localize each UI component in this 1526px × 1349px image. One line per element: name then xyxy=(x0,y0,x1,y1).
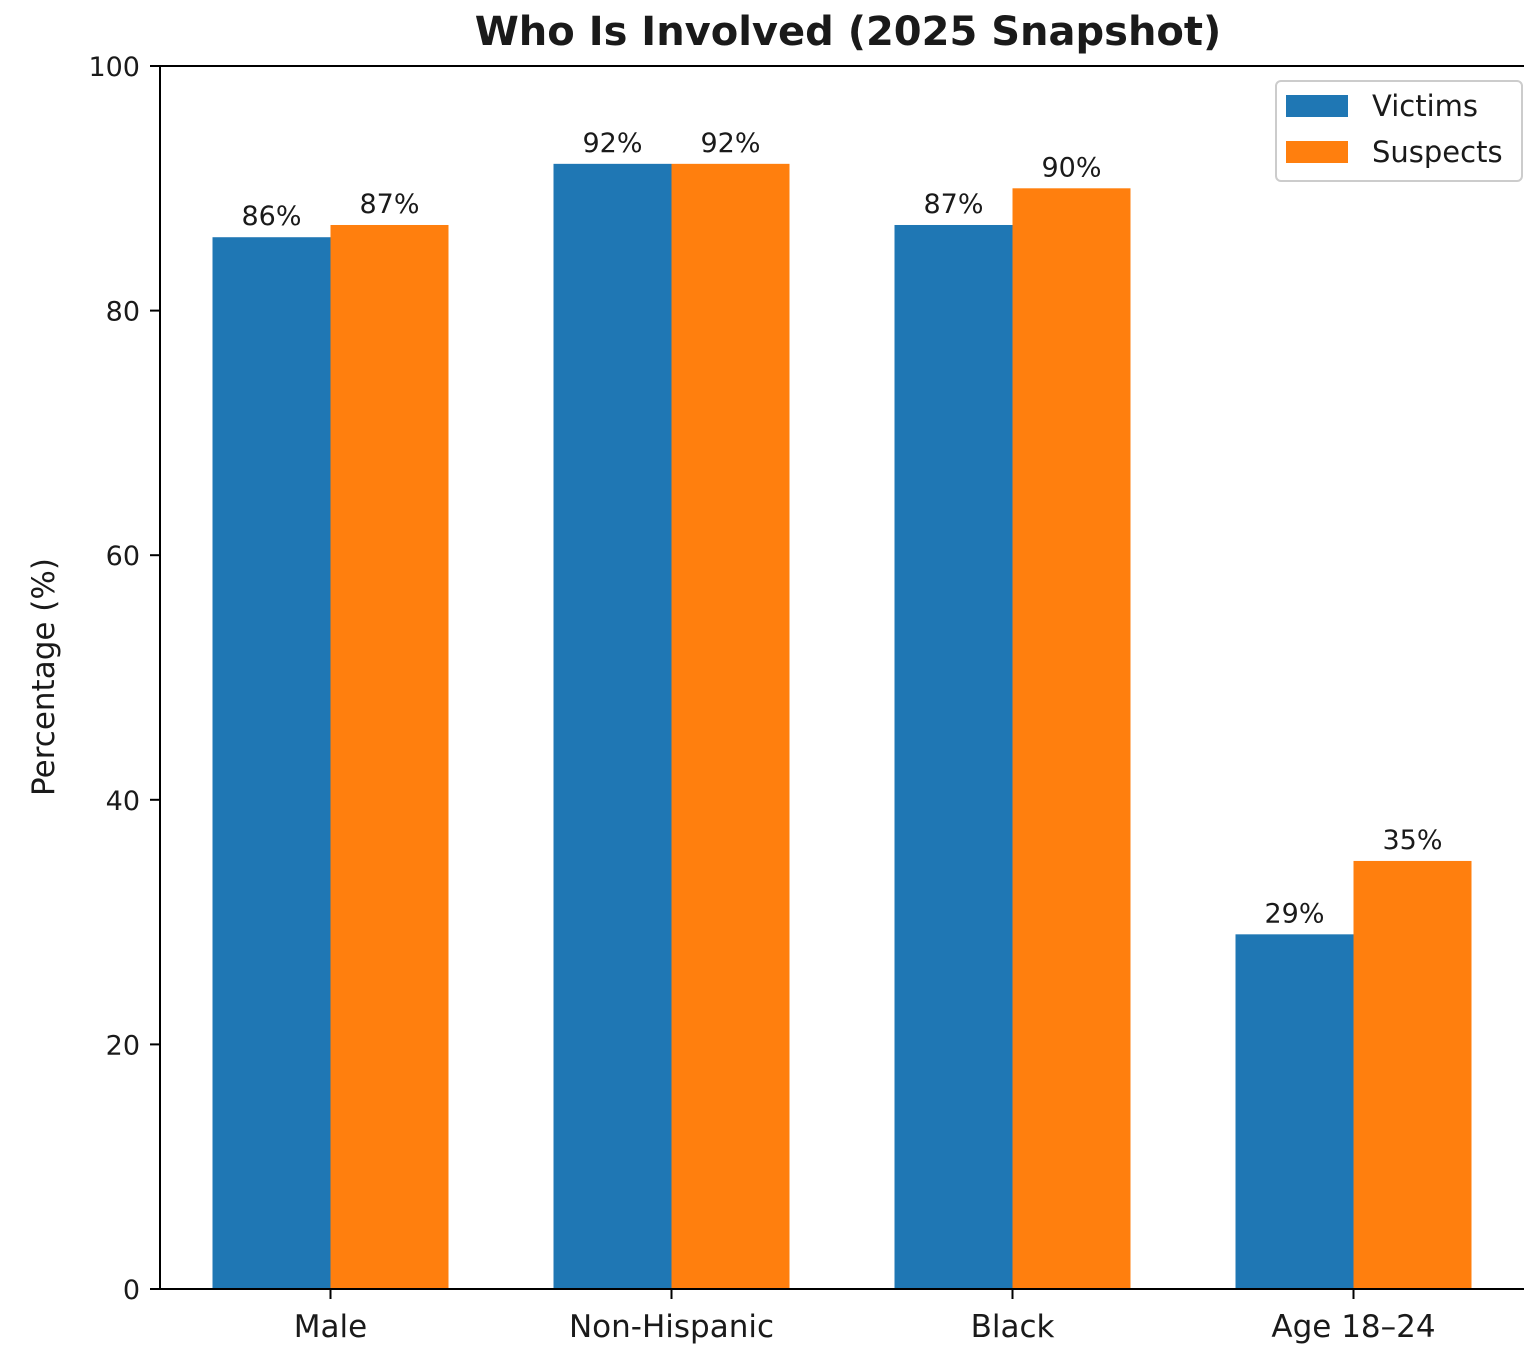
data-label-victims-1: 92% xyxy=(582,128,642,159)
legend: Victims Suspects xyxy=(1275,80,1523,182)
legend-label-victims: Victims xyxy=(1372,89,1478,123)
x-tick-label: Black xyxy=(971,1309,1055,1345)
bar-suspects-2 xyxy=(1012,188,1131,1289)
data-label-suspects-1: 92% xyxy=(700,128,760,159)
bar-victims-0 xyxy=(212,237,331,1290)
y-tick-label: 40 xyxy=(106,786,140,817)
x-tick-label: Age 18–24 xyxy=(1271,1309,1435,1345)
data-label-suspects-0: 87% xyxy=(359,189,419,220)
chart-title: Who Is Involved (2025 Snapshot) xyxy=(475,9,1222,55)
bar-victims-1 xyxy=(553,163,672,1290)
data-label-suspects-2: 90% xyxy=(1041,152,1101,183)
y-tick-label: 60 xyxy=(106,541,140,572)
legend-swatch-victims xyxy=(1286,95,1348,117)
x-tick-label: Male xyxy=(294,1309,367,1345)
y-tick-label: 20 xyxy=(106,1030,140,1061)
legend-label-suspects: Suspects xyxy=(1372,135,1503,169)
plot-area: 86% 92% 87% 29% 87% 92% 90% 35% 0 20 40 60 80 100 Male… xyxy=(88,52,1524,1345)
y-tick-label: 100 xyxy=(88,52,140,83)
bar-suspects-0 xyxy=(330,224,449,1290)
y-tick-label: 0 xyxy=(123,1275,140,1306)
legend-swatch-suspects xyxy=(1286,141,1348,163)
y-axis-label: Percentage (%) xyxy=(26,558,62,796)
y-tick-label: 80 xyxy=(106,297,140,328)
bar-suspects-3 xyxy=(1353,860,1472,1289)
bar-victims-2 xyxy=(894,224,1013,1290)
data-label-victims-2: 87% xyxy=(923,189,983,220)
x-tick-label: Non-Hispanic xyxy=(569,1309,774,1345)
data-label-victims-0: 86% xyxy=(241,201,301,232)
bar-victims-3 xyxy=(1235,934,1354,1289)
bar-suspects-1 xyxy=(671,163,790,1290)
data-label-victims-3: 29% xyxy=(1264,898,1324,929)
data-label-suspects-3: 35% xyxy=(1382,825,1442,856)
